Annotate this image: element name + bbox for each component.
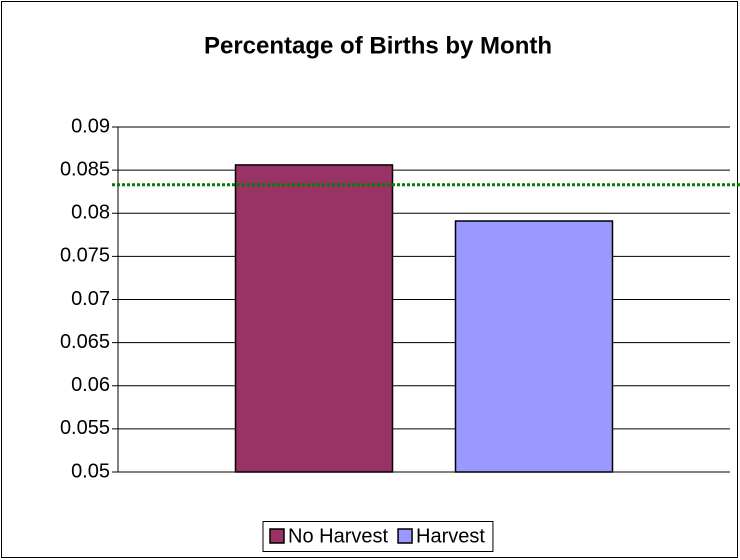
chart-title: Percentage of Births by Month xyxy=(204,32,552,59)
y-tick-label: 0.075 xyxy=(60,245,110,267)
legend-box xyxy=(262,521,494,552)
y-tick-label: 0.055 xyxy=(60,417,110,439)
y-tick-label: 0.06 xyxy=(71,374,110,396)
y-tick-label: 0.08 xyxy=(71,202,110,224)
bar xyxy=(234,164,394,473)
y-tick-label: 0.07 xyxy=(71,288,110,310)
legend-label: Harvest xyxy=(416,525,485,547)
legend-label: No Harvest xyxy=(288,525,388,547)
y-tick-label: 0.05 xyxy=(71,460,110,482)
bar xyxy=(454,220,614,473)
legend-swatch xyxy=(269,528,285,544)
y-tick-label: 0.085 xyxy=(60,158,110,180)
y-tick-label: 0.09 xyxy=(71,115,110,137)
legend-swatch xyxy=(397,528,413,544)
y-tick-label: 0.065 xyxy=(60,331,110,353)
